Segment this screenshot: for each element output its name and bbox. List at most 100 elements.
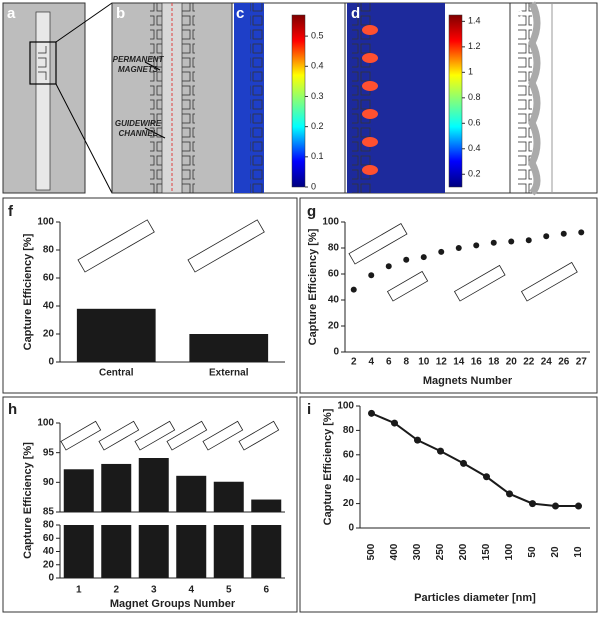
panel-h (2, 396, 298, 613)
pointer (144, 61, 161, 71)
y-tick-label: 40 (43, 546, 55, 557)
panel-i (299, 396, 598, 613)
x-tick-label: 100 (504, 543, 515, 560)
x-tick-label: 24 (541, 357, 553, 368)
y-tick-label: 60 (343, 449, 355, 460)
y-tick-label: 60 (43, 533, 55, 544)
panel-f (2, 197, 298, 394)
y-tick-label: 85 (43, 507, 55, 518)
annotation: PERMANENT (113, 55, 165, 64)
bar (251, 499, 282, 512)
annotation: MAGNETS (118, 65, 159, 74)
bar (213, 525, 244, 578)
y-tick-label: 20 (328, 321, 340, 332)
colorbar-label: 0.4 (311, 61, 324, 71)
x-tick-label: 27 (576, 357, 588, 368)
x-tick-label: 10 (418, 357, 430, 368)
x-axis-label: Magnet Groups Number (110, 598, 236, 610)
y-tick-label: 40 (343, 474, 355, 485)
hotspots (362, 25, 378, 175)
x-tick-label: 18 (488, 357, 500, 368)
y-tick-label: 0 (333, 347, 339, 358)
y-axis-label: Capture Efficiency [%] (22, 233, 34, 350)
y-tick-label: 40 (328, 295, 340, 306)
point (529, 500, 536, 508)
x-tick-label: 20 (550, 546, 561, 558)
x-tick-label: 250 (435, 543, 446, 560)
x-tick-label: 300 (412, 543, 423, 560)
bar (101, 463, 132, 512)
x-tick-label: 10 (573, 546, 584, 558)
y-tick-label: 0 (48, 573, 54, 584)
x-axis-label: Magnets Number (423, 375, 513, 387)
colorbar-label: 1.2 (468, 41, 481, 51)
bar (63, 469, 94, 512)
x-axis-label: Particles diameter [nm] (414, 592, 536, 604)
colorbar-label: 0.8 (468, 92, 481, 102)
point (437, 447, 444, 455)
x-tick-label: Central (99, 368, 134, 379)
bar (176, 475, 207, 512)
bar (213, 481, 244, 512)
x-tick-label: 3 (151, 585, 157, 596)
y-tick-label: 100 (337, 401, 354, 412)
panel-label: h (8, 401, 17, 418)
point (460, 459, 467, 467)
x-tick-label: 5 (226, 585, 232, 596)
x-tick-label: 4 (188, 585, 194, 596)
panel-label: i (307, 401, 311, 418)
x-tick-label: 22 (523, 357, 535, 368)
x-tick-label: 4 (368, 357, 374, 368)
y-tick-label: 100 (322, 217, 339, 228)
point (575, 502, 582, 510)
insets (60, 219, 578, 451)
device (35, 11, 51, 191)
bar (101, 525, 132, 578)
point (368, 272, 375, 279)
x-tick-label: 150 (481, 543, 492, 560)
x-tick-label: 200 (458, 543, 469, 560)
y-tick-label: 20 (343, 498, 355, 509)
y-tick-label: 60 (43, 273, 55, 284)
y-tick-label: 80 (328, 243, 340, 254)
colorbar-label: 0.5 (311, 30, 324, 40)
point (483, 473, 490, 481)
bar (138, 525, 169, 578)
colorbar (448, 14, 463, 188)
point (525, 237, 532, 244)
panel-label: d (351, 5, 360, 22)
bar (63, 525, 94, 578)
colorbar-label: 0.2 (311, 121, 324, 131)
panel-label: f (8, 203, 14, 220)
bar (138, 458, 169, 512)
x-tick-label: 26 (558, 357, 570, 368)
magnets (38, 46, 48, 80)
frames (2, 197, 598, 613)
point (560, 230, 567, 237)
top-row (2, 1, 598, 196)
colorbar-label: 1.4 (468, 16, 481, 26)
colorbar-label: 0 (311, 181, 316, 191)
x-tick-label: 20 (506, 357, 518, 368)
point (473, 242, 480, 249)
line (371, 412, 579, 508)
zoom-line (55, 2, 113, 43)
x-tick-label: 400 (389, 543, 400, 560)
panel-label: e (515, 5, 523, 22)
colorbar-label: 0.3 (311, 91, 324, 101)
colorbar-label: 0.4 (468, 143, 481, 153)
point (391, 419, 398, 427)
zoom-box (29, 41, 57, 85)
y-tick-label: 95 (43, 447, 55, 458)
point (350, 286, 357, 293)
y-tick-label: 20 (43, 329, 55, 340)
x-tick-label: 6 (263, 585, 269, 596)
bar (76, 308, 156, 362)
colorbar-label: 0.1 (311, 151, 324, 161)
point (438, 248, 445, 255)
bar (189, 334, 269, 362)
point (543, 233, 550, 240)
magnets (250, 3, 264, 193)
x-tick-label: 2 (351, 357, 357, 368)
